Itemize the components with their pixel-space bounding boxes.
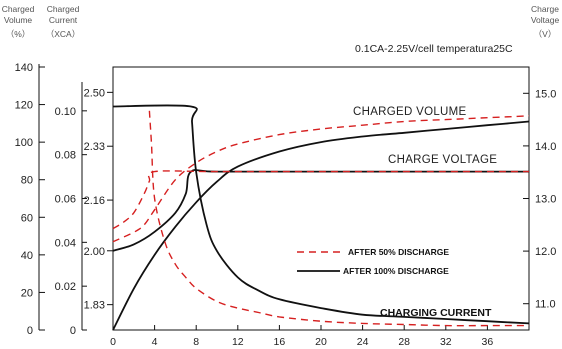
volume-tick-label: 20 <box>21 287 33 299</box>
x-tick-label: 28 <box>398 336 410 348</box>
charging-current-annotation: CHARGING CURRENT <box>380 307 492 319</box>
current-axis-header-line: （XCA） <box>46 29 80 39</box>
volume-tick-label: 120 <box>15 100 33 112</box>
current-tick-label: 0.02 <box>55 281 76 293</box>
volume-axis-ticks: 0 20 40 60 80 100 120 140 <box>15 62 45 337</box>
charged-volume-annotation: CHARGED VOLUME <box>353 106 466 118</box>
volume-tick-label: 100 <box>15 137 33 149</box>
x-axis-ticks: 0 4 8 12 16 20 24 28 32 36 <box>110 325 493 348</box>
current-tick-label: 0.06 <box>55 194 76 206</box>
current-axis-header-line: Current <box>49 15 78 25</box>
x-tick-label: 16 <box>274 336 286 348</box>
cell-voltage-axis-ticks: 1.83 2.00 2.16 2.33 2.50 <box>84 87 113 312</box>
battery-voltage-tick-label: 14.0 <box>535 141 556 153</box>
current-tick-label: 0.04 <box>55 237 76 249</box>
series-after-100-charged-volume <box>112 120 530 331</box>
x-tick-label: 4 <box>152 336 158 348</box>
current-tick-label: 0.10 <box>55 106 76 118</box>
x-tick-label: 20 <box>315 336 327 348</box>
cell-voltage-tick-label: 2.33 <box>84 141 105 153</box>
volume-tick-label: 40 <box>21 250 33 262</box>
plot-frame <box>112 66 530 331</box>
current-tick-label: 0.08 <box>55 150 76 162</box>
battery-voltage-axis-ticks: 11.0 12.0 13.0 14.0 15.0 <box>523 88 556 311</box>
volume-axis-header-line: （%） <box>6 29 31 39</box>
cell-voltage-tick-label: 2.50 <box>84 87 105 99</box>
voltage-axis-header-line: Charge <box>531 4 559 14</box>
x-tick-label: 24 <box>357 336 369 348</box>
series-after-50-charged-volume <box>112 115 530 243</box>
battery-voltage-tick-label: 11.0 <box>535 299 556 311</box>
current-axis-header-line: Charged <box>47 4 80 14</box>
x-tick-label: 0 <box>110 336 116 348</box>
voltage-axis-header-line: Voltage <box>531 15 560 25</box>
voltage-axis-header: Charge Voltage （V） <box>531 4 560 39</box>
test-conditions: 0.1CA-2.25V/cell temperatura25C <box>355 43 513 55</box>
x-tick-label: 12 <box>232 336 244 348</box>
current-axis-header: Charged Current （XCA） <box>46 4 80 39</box>
current-tick-label: 0 <box>70 325 76 337</box>
volume-tick-label: 80 <box>21 175 33 187</box>
series-after-50-charging-current <box>148 110 529 327</box>
volume-tick-label: 0 <box>27 325 33 337</box>
cell-voltage-tick-label: 2.00 <box>84 246 105 258</box>
volume-axis-header: Charged Volume （%） <box>2 4 35 39</box>
battery-voltage-tick-label: 13.0 <box>535 194 556 206</box>
series-after-100-charging-current <box>112 104 530 325</box>
series-after-50-charge-voltage <box>112 170 529 230</box>
legend: AFTER 50% DISCHARGE AFTER 100% DISCHARGE <box>297 247 449 276</box>
chart-series <box>112 104 530 331</box>
volume-tick-label: 140 <box>15 62 33 74</box>
series-after-100-charge-voltage <box>112 169 529 252</box>
charge-voltage-annotation: CHARGE VOLTAGE <box>388 154 497 166</box>
x-tick-label: 36 <box>482 336 494 348</box>
current-axis-ticks: 0 0.02 0.04 0.06 0.08 0.10 <box>55 106 87 337</box>
cell-voltage-tick-label: 1.83 <box>84 300 105 312</box>
cell-voltage-tick-label: 2.16 <box>84 195 105 207</box>
legend-label-after-50: AFTER 50% DISCHARGE <box>348 247 449 257</box>
volume-axis-header-line: Charged <box>2 4 35 14</box>
voltage-axis-header-line: （V） <box>534 29 557 39</box>
battery-voltage-tick-label: 12.0 <box>535 246 556 258</box>
legend-label-after-100: AFTER 100% DISCHARGE <box>343 266 449 276</box>
battery-voltage-tick-label: 15.0 <box>535 88 556 100</box>
volume-axis-header-line: Volume <box>4 15 33 25</box>
x-tick-label: 8 <box>193 336 199 348</box>
volume-tick-label: 60 <box>21 212 33 224</box>
x-tick-label: 32 <box>440 336 452 348</box>
